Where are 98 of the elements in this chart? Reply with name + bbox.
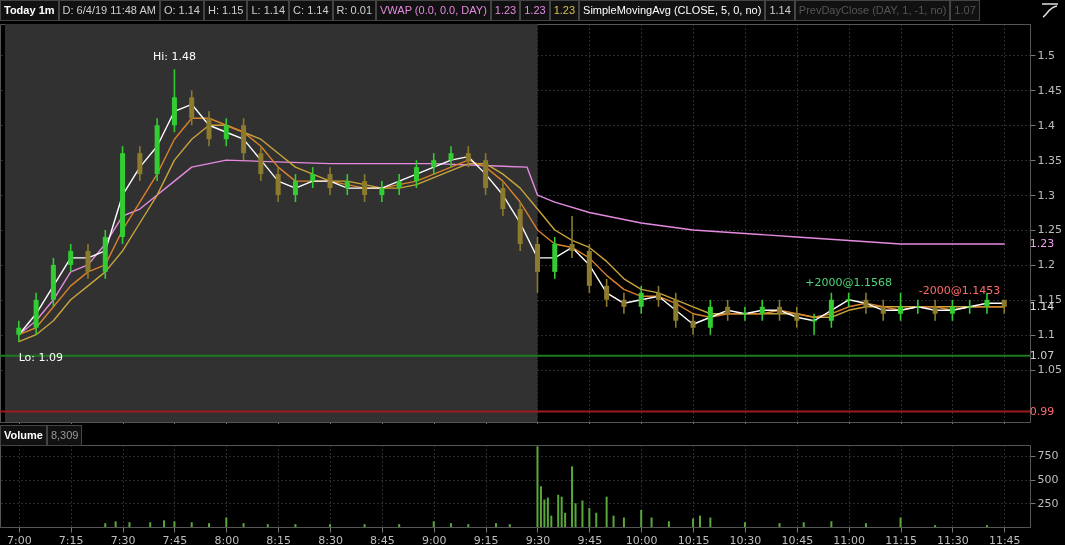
x-tick-label: 11:00 xyxy=(833,533,866,545)
x-tick-label: 10:00 xyxy=(625,533,658,545)
candlestick xyxy=(275,166,281,203)
annotation: Hi: 1.48 xyxy=(152,50,196,64)
text: H: 1.15 xyxy=(203,0,248,21)
candlestick xyxy=(759,299,765,322)
candlestick xyxy=(465,145,471,168)
text: 1.23 xyxy=(490,0,521,21)
x-tick-label: 8:00 xyxy=(214,533,240,545)
text: 1.23 xyxy=(520,0,550,21)
text: C: 1.14 xyxy=(289,0,333,21)
x-tick-label: 9:15 xyxy=(473,533,499,545)
chart-subtitle: D: 6/4/19 11:48 AM xyxy=(58,0,160,21)
text: VWAP (0.0, 0.0, DAY) xyxy=(376,0,491,21)
candlestick xyxy=(310,166,316,189)
candlestick xyxy=(413,159,419,189)
text: 1.07 xyxy=(950,0,980,21)
x-tick-label: 9:30 xyxy=(525,533,551,545)
text: PrevDayClose (DAY, 1, -1, no) xyxy=(794,0,951,21)
candlestick xyxy=(898,292,904,322)
text: R: 0.01 xyxy=(332,0,377,21)
candlestick xyxy=(638,285,644,315)
candlestick xyxy=(223,117,229,147)
x-tick-label: 11:15 xyxy=(885,533,917,545)
candlestick xyxy=(828,292,834,329)
candlestick xyxy=(448,145,454,168)
y-tick-label: 1.45 xyxy=(1037,83,1062,97)
candlestick xyxy=(206,110,212,147)
candlestick xyxy=(500,180,506,217)
x-tick-label: 8:30 xyxy=(318,533,343,545)
candlestick xyxy=(655,285,661,308)
y-tick-label: 1.4 xyxy=(1037,118,1055,132)
x-tick-label: 7:30 xyxy=(110,533,136,545)
candlestick xyxy=(949,299,955,322)
candlestick xyxy=(431,152,437,175)
candlestick xyxy=(690,312,696,336)
y-tick-label: 750 xyxy=(1037,449,1059,463)
candlestick xyxy=(604,278,610,308)
text: 8,309 xyxy=(46,425,83,446)
candlestick xyxy=(137,145,143,182)
candlestick xyxy=(725,299,731,322)
candlestick xyxy=(794,305,800,329)
text: O: 1.14 xyxy=(159,0,204,21)
text: 1.23 xyxy=(1029,236,1055,250)
candlestick xyxy=(777,299,783,322)
ref-line-label: 0.99 xyxy=(1029,404,1055,418)
candlestick xyxy=(85,243,91,280)
x-tick-label: 7:45 xyxy=(162,533,188,545)
annotation: Lo: 1.09 xyxy=(18,350,64,364)
candlestick xyxy=(344,173,350,196)
x-tick-label: 10:15 xyxy=(677,533,710,545)
text: SimpleMovingAvg (CLOSE, 5, 0, no) xyxy=(579,0,766,21)
x-tick-label: 11:45 xyxy=(988,533,1021,545)
x-tick-label: 10:30 xyxy=(729,533,762,545)
candlestick xyxy=(741,305,748,322)
y-tick-label: 1.3 xyxy=(1037,188,1055,202)
candlestick xyxy=(379,180,385,203)
candlestick xyxy=(880,299,886,322)
x-tick-label: 9:00 xyxy=(421,533,447,545)
x-tick-label: 7:00 xyxy=(6,533,32,545)
x-tick-label: 8:45 xyxy=(370,533,395,545)
candlestick xyxy=(258,145,264,182)
x-tick-label: 11:30 xyxy=(937,533,969,545)
candlestick xyxy=(292,173,298,203)
candlestick xyxy=(16,319,22,343)
x-tick-label: 8:15 xyxy=(266,533,291,545)
x-tick-label: 9:45 xyxy=(577,533,603,545)
chart-title: Volume xyxy=(0,425,47,446)
candlestick xyxy=(811,312,818,336)
candlestick xyxy=(673,292,679,329)
candlestick xyxy=(68,243,74,273)
y-tick-label: 1.25 xyxy=(1037,223,1062,237)
x-tick-label: 10:45 xyxy=(781,533,814,545)
candlestick xyxy=(327,166,333,196)
candlestick xyxy=(621,292,627,315)
y-tick-label: 1.5 xyxy=(1037,48,1055,62)
x-tick-label: 7:15 xyxy=(58,533,84,545)
candlestick xyxy=(914,299,921,315)
y-tick-label: 250 xyxy=(1037,496,1059,510)
y-tick-label: 500 xyxy=(1037,473,1059,487)
text: L: 1.14 xyxy=(247,0,290,21)
text: 1.23 xyxy=(549,0,580,21)
y-tick-label: 1.2 xyxy=(1037,258,1055,272)
candlestick xyxy=(707,299,713,336)
candlestick xyxy=(863,292,869,315)
annotation: -2000@1.1453 xyxy=(918,284,1001,298)
candlestick xyxy=(362,173,368,203)
y-tick-label: 1.35 xyxy=(1037,153,1062,167)
text: 1.14 xyxy=(765,0,795,21)
candlestick xyxy=(932,299,938,322)
candlestick xyxy=(569,215,575,259)
candlestick xyxy=(189,89,195,127)
annotation: +2000@1.1568 xyxy=(805,276,893,290)
candlestick xyxy=(396,173,402,196)
y-tick-label: 1.05 xyxy=(1037,363,1062,377)
y-tick-label: 1.1 xyxy=(1037,328,1055,342)
ref-line-label: 1.07 xyxy=(1029,348,1055,362)
chart-title: Today 1m xyxy=(0,0,59,21)
